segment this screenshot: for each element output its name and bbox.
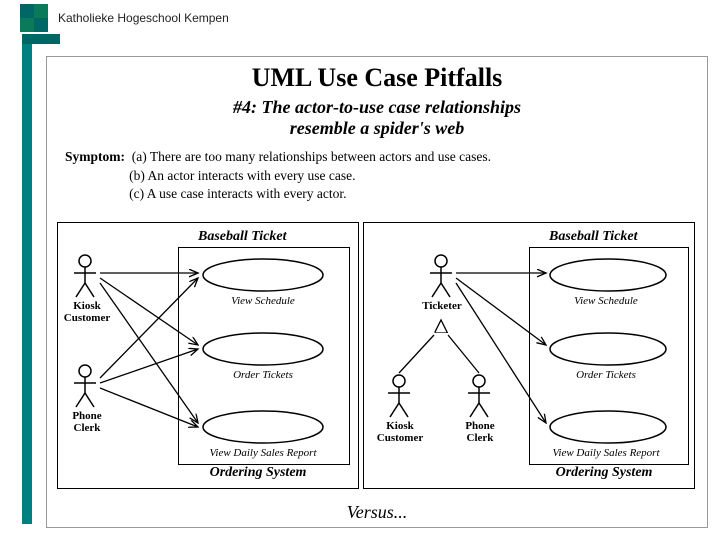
right-system-label: Ordering System	[509, 465, 699, 481]
page-subtitle: #4: The actor-to-use case relationships …	[47, 97, 707, 138]
left-panel: Baseball Ticket View Schedule Order Tick…	[57, 222, 359, 489]
versus-label: Versus...	[47, 502, 707, 523]
symptom-a: (a) There are too many relationships bet…	[132, 149, 491, 164]
logo-icon	[20, 4, 48, 32]
symptom-label: Symptom:	[65, 149, 125, 164]
slide-header: Katholieke Hogeschool Kempen	[20, 4, 229, 32]
subtitle-line1: #4: The actor-to-use case relationships	[233, 97, 521, 117]
diagram-row: Baseball Ticket View Schedule Order Tick…	[57, 222, 697, 492]
accent-bar-h	[22, 34, 60, 44]
right-panel: Baseball Ticket View Schedule Order Tick…	[363, 222, 695, 489]
symptom-block: Symptom: (a) There are too many relation…	[65, 148, 689, 203]
left-arrows	[58, 223, 358, 488]
accent-bar-v	[22, 44, 32, 524]
org-name: Katholieke Hogeschool Kempen	[58, 11, 229, 25]
symptom-c: (c) A use case interacts with every acto…	[129, 186, 346, 201]
content-frame: UML Use Case Pitfalls #4: The actor-to-u…	[46, 56, 708, 528]
right-arrows	[364, 223, 694, 488]
left-system-label: Ordering System	[158, 465, 358, 481]
symptom-b: (b) An actor interacts with every use ca…	[129, 168, 355, 183]
page-title: UML Use Case Pitfalls	[47, 63, 707, 93]
subtitle-line2: resemble a spider's web	[290, 118, 464, 138]
